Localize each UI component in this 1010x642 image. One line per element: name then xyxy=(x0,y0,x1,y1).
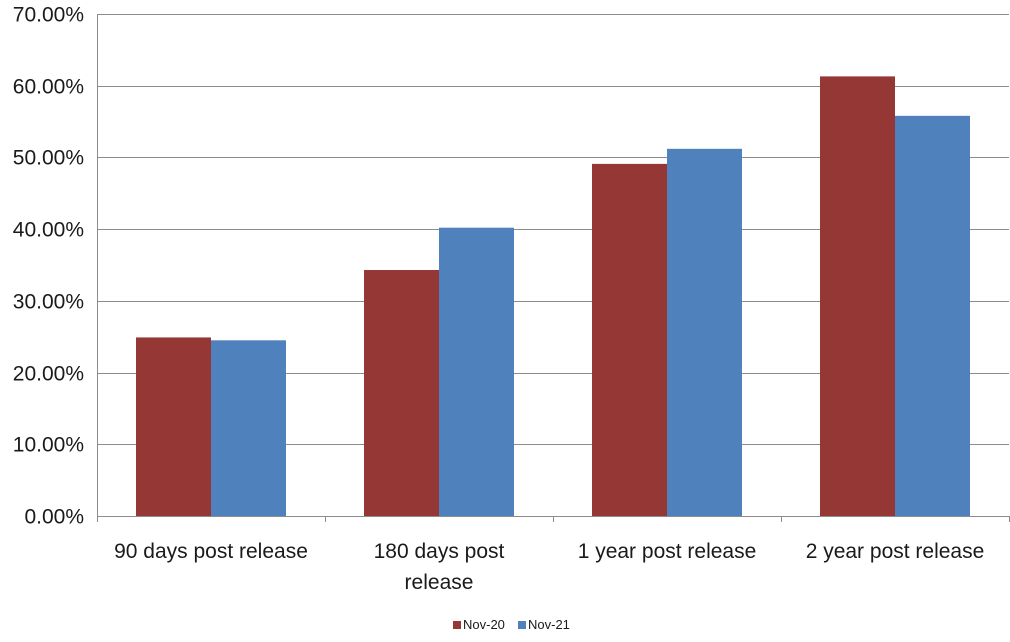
legend-swatch-nov-20 xyxy=(453,621,461,629)
y-tick-label: 10.00% xyxy=(13,434,84,457)
y-tick-label: 50.00% xyxy=(13,147,84,170)
bar-nov-20-3 xyxy=(820,76,895,517)
bars xyxy=(136,76,970,517)
legend-label-nov-21: Nov-21 xyxy=(528,617,570,632)
bar-nov-21-3 xyxy=(895,115,970,516)
legend-swatch-nov-21 xyxy=(518,621,526,629)
x-category-label: 1 year post release xyxy=(578,540,757,563)
y-axis-tick-labels: 0.00% 10.00% 20.00% 30.00% 40.00% 50.00% 60.00… xyxy=(13,4,84,529)
bar-nov-21-1 xyxy=(439,227,514,517)
y-tick-label: 20.00% xyxy=(13,363,84,386)
legend: Nov-20 Nov-21 xyxy=(453,617,570,632)
x-axis-category-labels: 90 days post release 180 days post release… xyxy=(114,540,984,594)
x-category-label: 2 year post release xyxy=(806,540,985,563)
legend-label-nov-20: Nov-20 xyxy=(463,617,505,632)
bar-nov-20-1 xyxy=(364,270,439,516)
bar-nov-21-2 xyxy=(667,148,742,516)
bar-nov-21-0 xyxy=(211,340,286,516)
y-tick-label: 70.00% xyxy=(13,4,84,27)
bar-nov-20-2 xyxy=(592,163,667,516)
x-category-label: 90 days post release xyxy=(114,540,308,563)
bar-nov-20-0 xyxy=(136,337,211,516)
y-tick-label: 30.00% xyxy=(13,291,84,314)
y-tick-label: 40.00% xyxy=(13,219,84,242)
y-tick-label: 0.00% xyxy=(24,506,84,529)
y-tick-label: 60.00% xyxy=(13,76,84,99)
x-category-label: 180 days post release xyxy=(374,540,505,594)
